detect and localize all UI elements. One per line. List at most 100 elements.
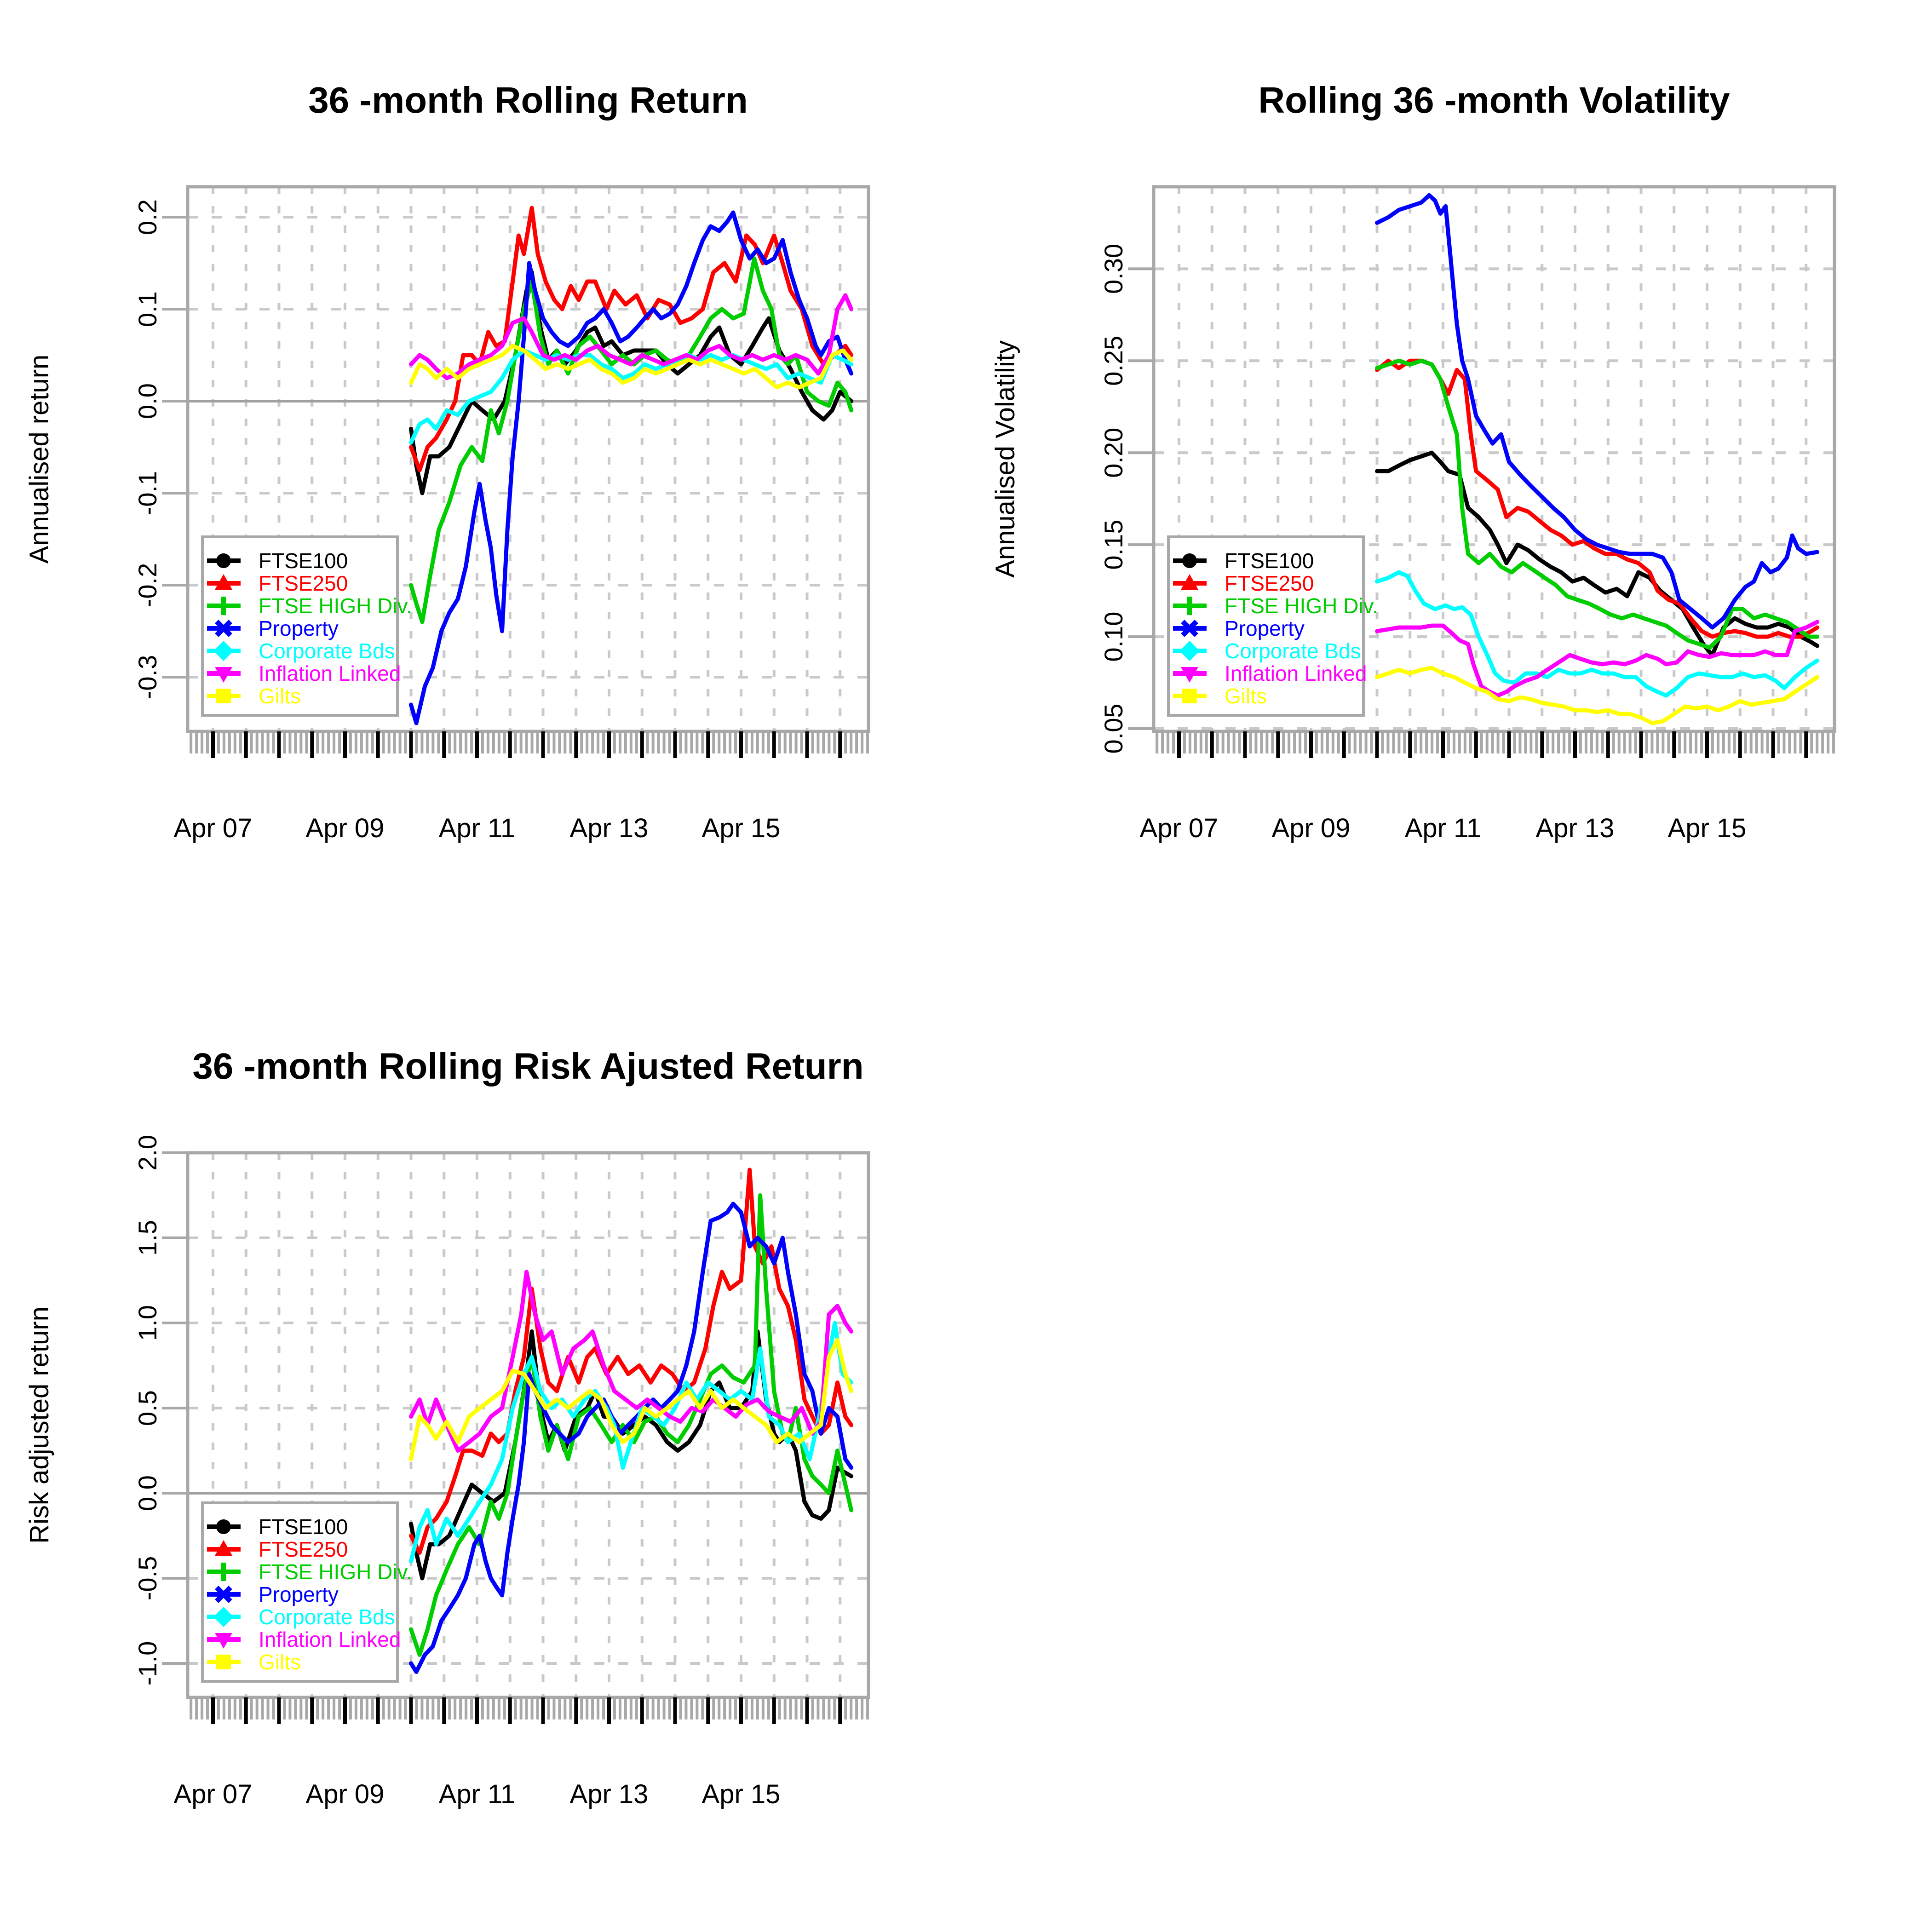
legend-box (201, 1501, 399, 1683)
series-line-property (1375, 193, 1820, 630)
x-tick-label: Apr 07 (174, 1779, 253, 1809)
series-line-ftse100 (1375, 450, 1820, 657)
plot-box (186, 185, 870, 733)
y-tick-label: 1.0 (133, 1305, 162, 1341)
legend-square-icon (1182, 689, 1197, 703)
legend-diamond-icon (213, 641, 234, 661)
legend-label: Gilts (259, 1650, 301, 1674)
legend-label: Inflation Linked (259, 1627, 401, 1651)
series-lines (409, 1167, 854, 1674)
x-tick-label: Apr 09 (306, 813, 385, 843)
legend-label: Corporate Bds (1225, 639, 1361, 663)
chart-title: 36 -month Rolling Return (308, 80, 748, 121)
x-tick-label: Apr 07 (1140, 813, 1219, 843)
y-tick-label: 0.1 (133, 291, 162, 327)
series-line-ftse-high-div- (1375, 358, 1820, 650)
legend-diamond-icon (1179, 641, 1200, 661)
y-axis: 2.0 1.5 1.0 0.5 0.0 -0.5 -1.0 (133, 1135, 188, 1685)
legend-label: FTSE HIGH Div. (259, 1560, 412, 1584)
x-tick-label: Apr 15 (702, 1779, 781, 1809)
legend-label: Corporate Bds (259, 639, 395, 663)
series-line-gilts (1375, 666, 1820, 725)
series-lines (1375, 193, 1820, 725)
x-axis: Apr 07 Apr 09 Apr 11 Apr 13 Apr 15 (174, 731, 869, 843)
legend-triangle-up-icon (215, 1540, 232, 1556)
x-axis: Apr 07 Apr 09 Apr 11 Apr 13 Apr 15 (174, 1697, 869, 1809)
y-tick-label: -1.0 (133, 1641, 162, 1686)
y-tick-label: 0.15 (1099, 520, 1128, 570)
series-line-inflation-linked (409, 293, 854, 380)
legend-label: Gilts (1225, 684, 1267, 708)
legend-label: FTSE250 (259, 1537, 348, 1561)
legend-label: Gilts (259, 684, 301, 708)
risk-adjusted-return-chart: 2.0 1.5 1.0 0.5 0.0 -0.5 -1.0 Apr 07 Apr 09 Apr 1… (24, 1046, 870, 1809)
y-tick-label: -0.2 (133, 563, 162, 608)
y-axis: 0.30 0.25 0.20 0.15 0.10 0.05 (1099, 244, 1154, 754)
legend-label: Property (259, 616, 339, 640)
legend-label: Corporate Bds (259, 1605, 395, 1629)
series-line-corporate-bds (1375, 570, 1820, 698)
legend-triangle-up-icon (215, 574, 232, 590)
chart-title: Rolling 36 -month Volatility (1258, 80, 1730, 121)
risk-adjusted-return-plot: 2.0 1.5 1.0 0.5 0.0 -0.5 -1.0 Apr 07 Apr 09 Apr 1… (133, 1135, 870, 1809)
series-line-property (409, 210, 854, 725)
y-axis-label: Annualised Volatility (990, 340, 1020, 578)
series-line-gilts (409, 344, 854, 390)
series-line-corporate-bds (409, 348, 854, 445)
legend-label: FTSE100 (259, 549, 348, 573)
legend-label: Inflation Linked (1225, 661, 1367, 685)
y-tick-label: 0.2 (133, 199, 162, 235)
y-tick-label: 0.0 (133, 1475, 162, 1511)
x-tick-label: Apr 13 (570, 1779, 649, 1809)
y-tick-label: 2.0 (133, 1135, 162, 1171)
legend-x-icon (215, 1586, 232, 1603)
legend-label: FTSE250 (259, 571, 348, 595)
chart-title: 36 -month Rolling Risk Ajusted Return (192, 1046, 863, 1087)
legend-circle-icon (1182, 553, 1197, 568)
x-tick-label: Apr 15 (1668, 813, 1747, 843)
y-tick-label: -0.3 (133, 655, 162, 700)
y-tick-label: 0.05 (1099, 704, 1128, 754)
panel-rolling-return: 0.2 0.1 0.0 -0.1 -0.2 -0.3 Apr 07 Apr 09 Apr 11 A… (0, 0, 966, 966)
legend-circle-icon (216, 553, 231, 568)
x-tick-label: Apr 15 (702, 813, 781, 843)
grid-lines (1154, 187, 1834, 731)
x-tick-label: Apr 13 (570, 813, 649, 843)
legend-x-icon (1181, 620, 1198, 637)
series-line-ftse250 (1375, 358, 1820, 639)
y-tick-label: -0.1 (133, 471, 162, 516)
x-axis: Apr 07 Apr 09 Apr 11 Apr 13 Apr 15 (1140, 731, 1835, 843)
y-axis-label: Risk adjusted return (24, 1306, 54, 1544)
series-line-inflation-linked (409, 1270, 854, 1453)
legend-label: FTSE HIGH Div. (1225, 594, 1378, 618)
legend-x-icon (215, 620, 232, 637)
y-tick-label: 0.5 (133, 1390, 162, 1426)
series-lines (409, 206, 854, 725)
grid-lines (188, 187, 868, 731)
x-tick-label: Apr 11 (439, 813, 516, 843)
legend-triangle-up-icon (1181, 574, 1198, 590)
y-tick-label: -0.5 (133, 1556, 162, 1601)
plot-box (186, 1151, 870, 1699)
legend-label: Property (1225, 616, 1305, 640)
panel-risk-adjusted-return: 2.0 1.5 1.0 0.5 0.0 -0.5 -1.0 Apr 07 Apr 09 Apr 1… (0, 966, 966, 1932)
legend-label: Property (259, 1582, 339, 1606)
x-tick-label: Apr 07 (174, 813, 253, 843)
legend-label: FTSE100 (1225, 549, 1314, 573)
y-tick-label: 0.0 (133, 383, 162, 419)
y-tick-label: 0.20 (1099, 428, 1128, 478)
y-tick-label: 0.10 (1099, 612, 1128, 662)
x-tick-label: Apr 11 (1405, 813, 1482, 843)
legend-triangle-down-icon (215, 1633, 232, 1649)
series-line-gilts (409, 1338, 854, 1461)
x-tick-label: Apr 09 (1272, 813, 1351, 843)
legend-label: Inflation Linked (259, 661, 401, 685)
legend-label: FTSE250 (1225, 571, 1314, 595)
legend-triangle-down-icon (1181, 667, 1198, 683)
